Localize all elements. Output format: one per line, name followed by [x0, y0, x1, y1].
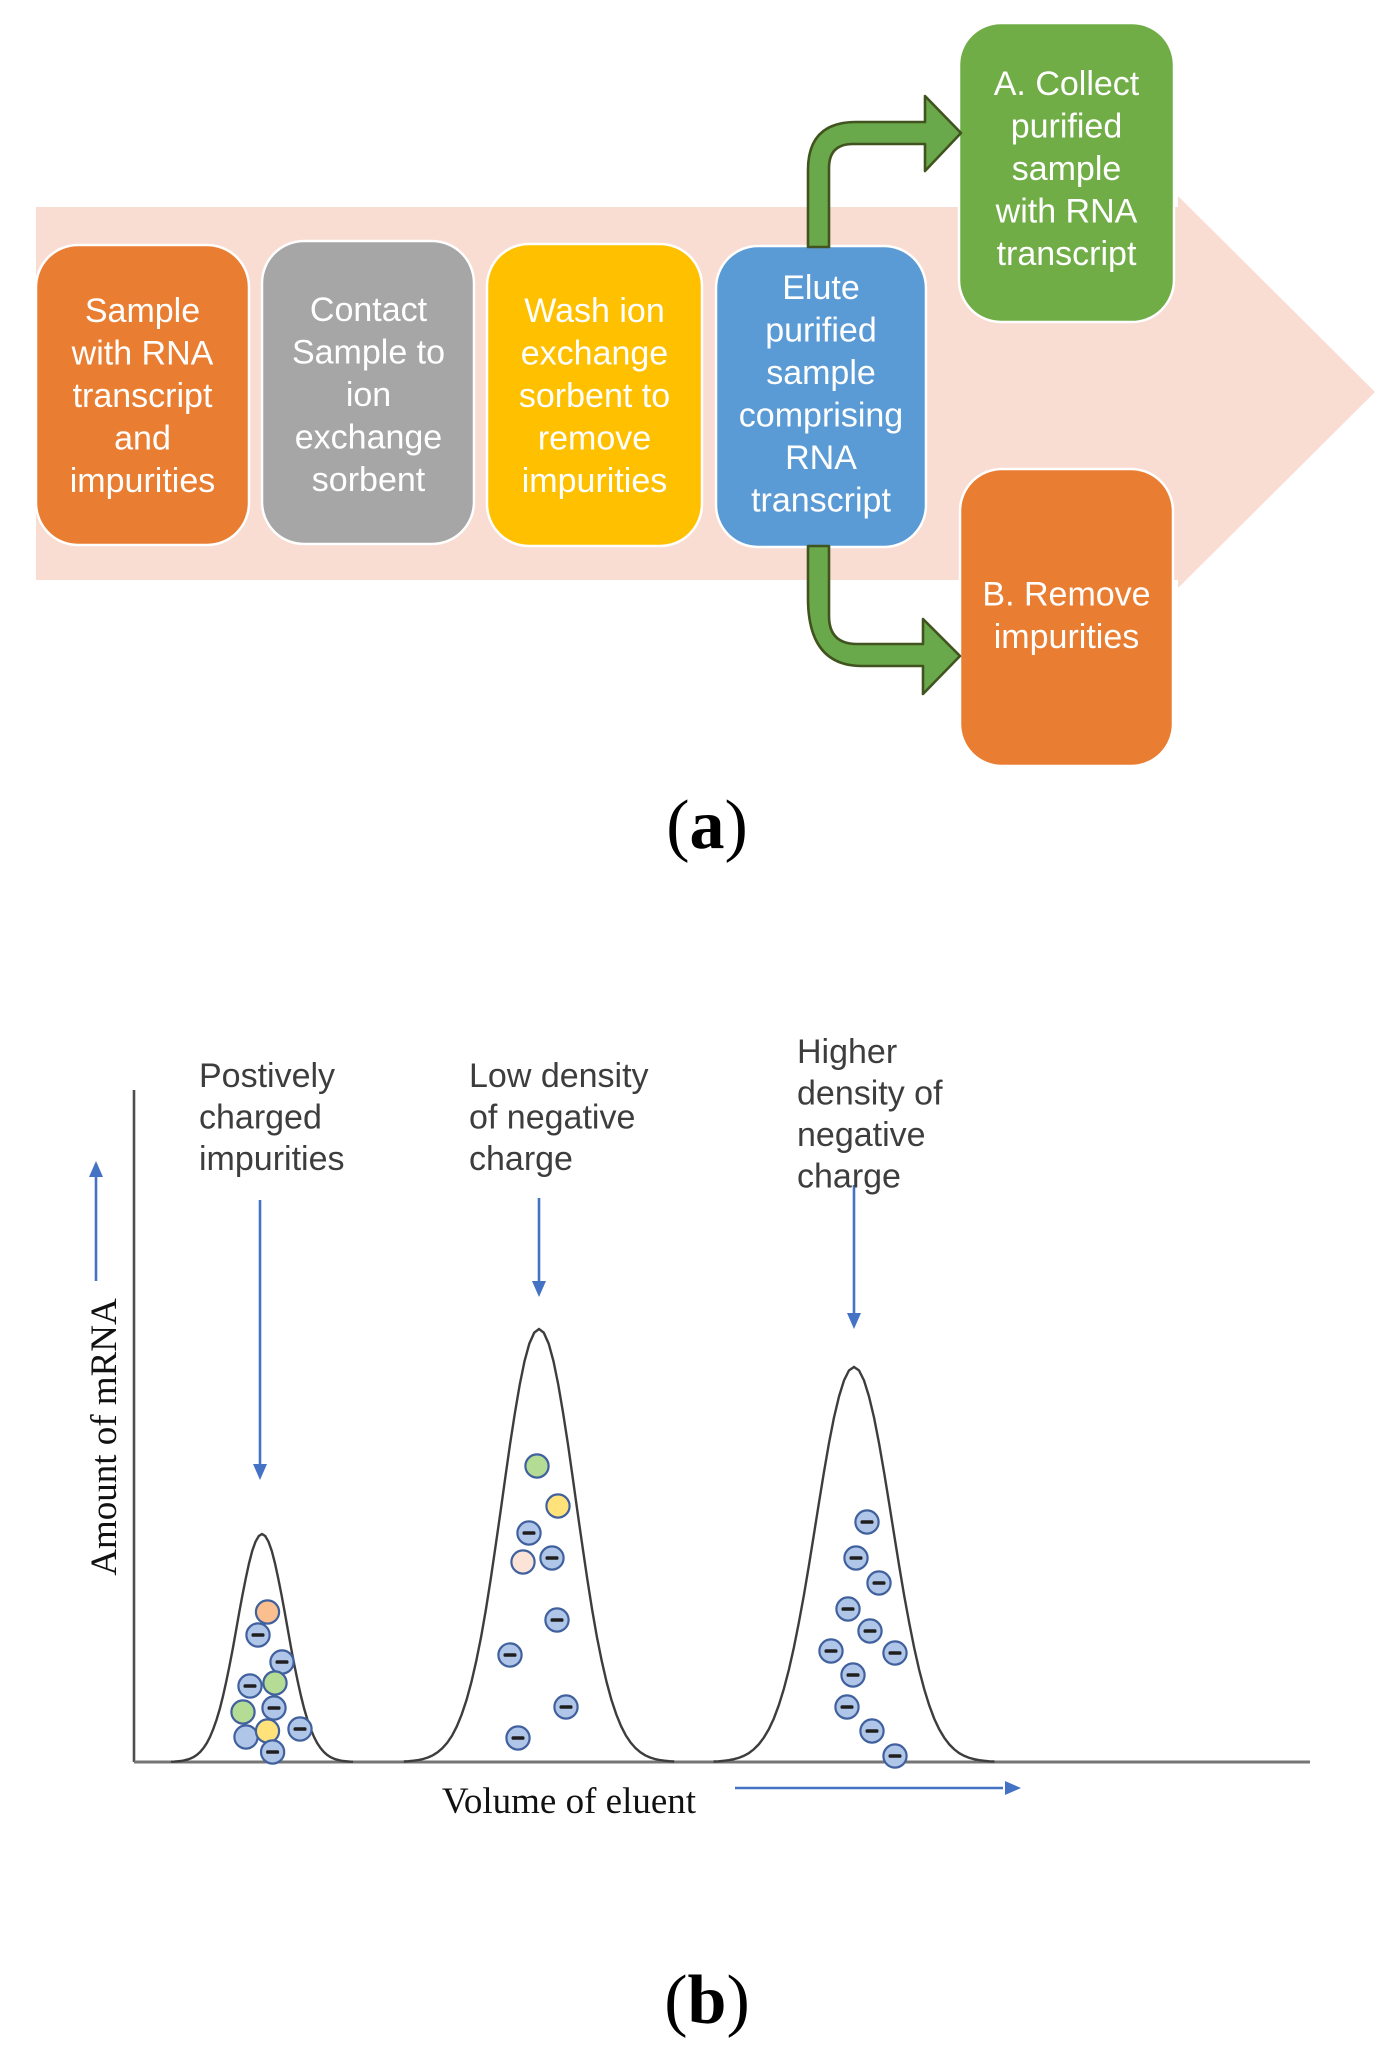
svg-text:exchange: exchange: [521, 335, 668, 373]
svg-text:negative: negative: [797, 1116, 926, 1154]
svg-text:impurities: impurities: [70, 462, 215, 500]
svg-text:sample: sample: [1012, 150, 1122, 188]
svg-text:purified: purified: [1011, 108, 1123, 146]
svg-text:comprising: comprising: [739, 396, 903, 434]
svg-text:Low density: Low density: [469, 1057, 649, 1095]
svg-text:density of: density of: [797, 1075, 943, 1113]
svg-text:exchange: exchange: [295, 419, 442, 457]
svg-text:Amount of mRNA: Amount of mRNA: [84, 1298, 125, 1576]
svg-text:and: and: [114, 420, 171, 458]
svg-text:Sample to: Sample to: [292, 334, 445, 372]
svg-text:charge: charge: [797, 1158, 901, 1196]
svg-text:RNA: RNA: [785, 439, 857, 477]
svg-text:(b): (b): [664, 1962, 750, 2039]
svg-text:B. Remove: B. Remove: [982, 575, 1150, 613]
svg-text:of negative: of negative: [469, 1099, 635, 1137]
svg-text:with RNA: with RNA: [995, 193, 1138, 231]
svg-text:purified: purified: [765, 311, 877, 349]
svg-text:remove: remove: [538, 420, 651, 458]
svg-text:sample: sample: [766, 354, 876, 392]
svg-text:(a): (a): [666, 787, 748, 864]
svg-text:transcript: transcript: [751, 481, 891, 519]
svg-text:Higher: Higher: [797, 1033, 897, 1071]
svg-text:with RNA: with RNA: [71, 335, 214, 373]
svg-text:impurities: impurities: [199, 1140, 344, 1178]
svg-text:impurities: impurities: [522, 462, 667, 500]
svg-text:Sample: Sample: [85, 292, 200, 330]
svg-text:transcript: transcript: [73, 377, 213, 415]
svg-text:transcript: transcript: [997, 235, 1137, 273]
svg-text:Wash ion: Wash ion: [524, 292, 664, 330]
svg-text:charged: charged: [199, 1099, 322, 1137]
svg-text:impurities: impurities: [994, 618, 1139, 656]
svg-text:charge: charge: [469, 1140, 573, 1178]
svg-text:sorbent: sorbent: [312, 461, 426, 499]
svg-text:Volume of eluent: Volume of eluent: [442, 1781, 697, 1822]
svg-text:Postively: Postively: [199, 1057, 335, 1095]
svg-text:ion: ion: [346, 376, 391, 414]
svg-text:Contact: Contact: [310, 291, 428, 329]
svg-text:Elute: Elute: [782, 269, 860, 307]
svg-text:sorbent to: sorbent to: [519, 377, 670, 415]
svg-text:A. Collect: A. Collect: [994, 65, 1140, 103]
